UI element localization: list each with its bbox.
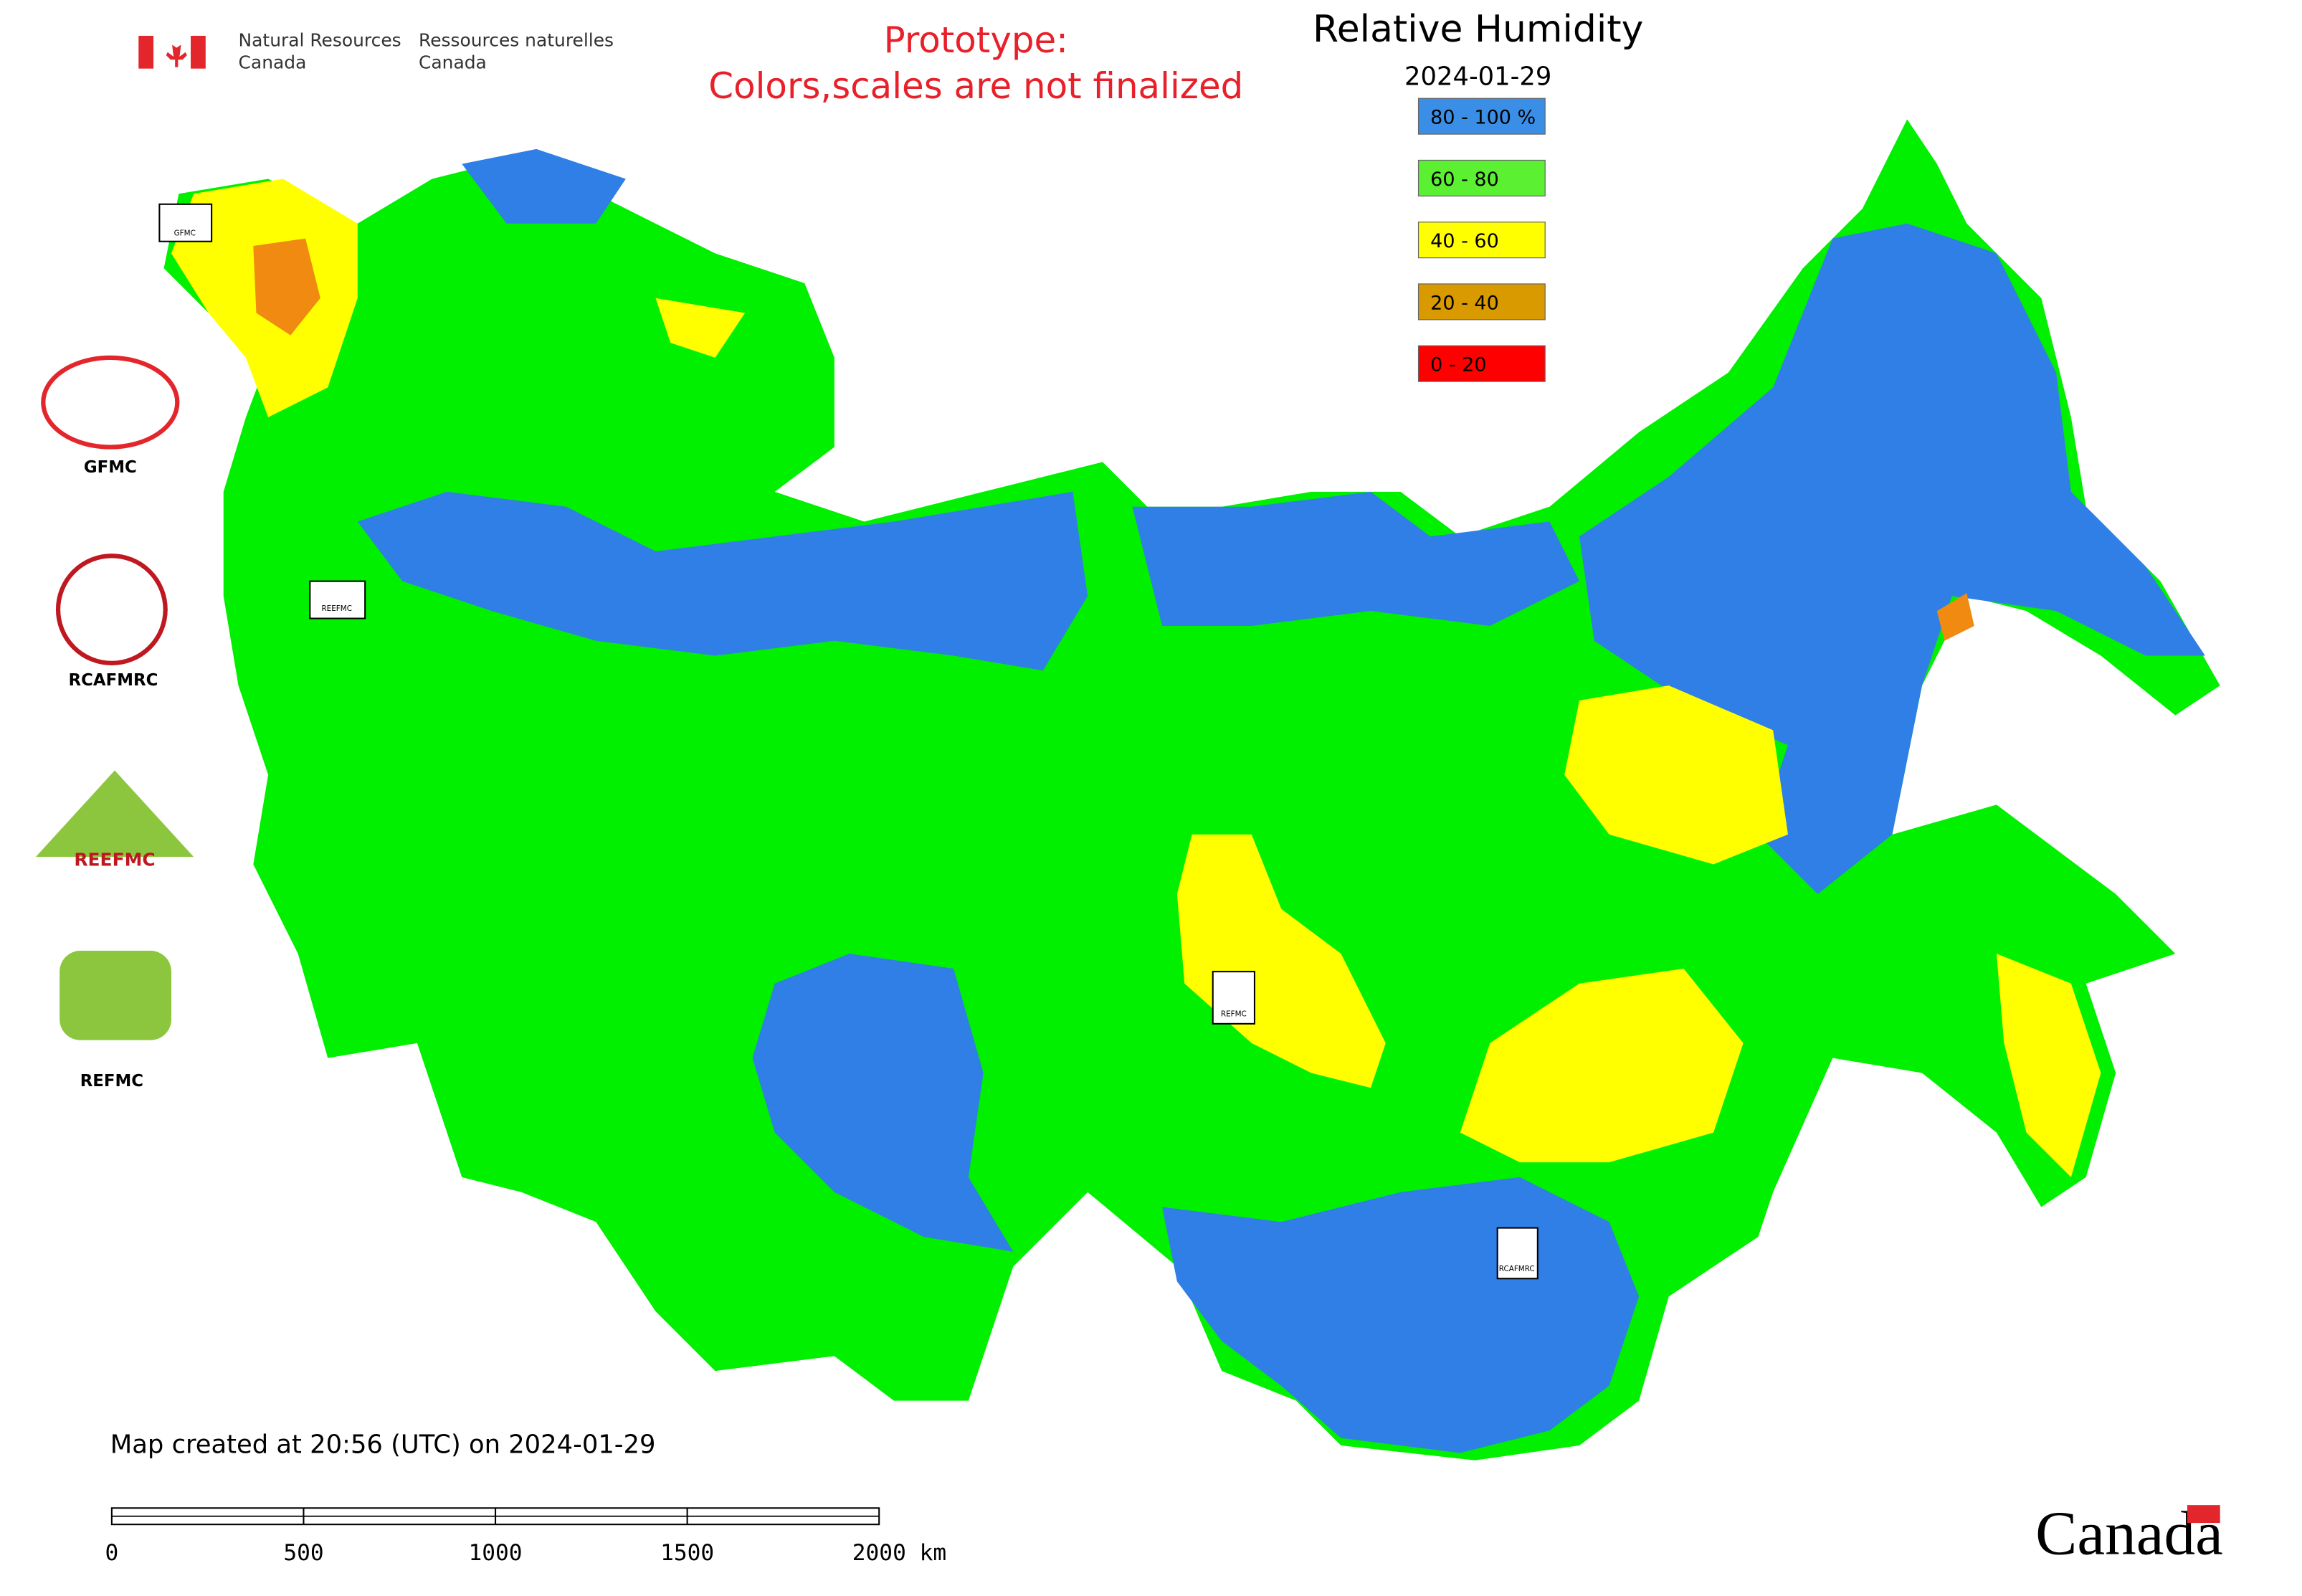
region-yellow [1460, 968, 1744, 1163]
logo-label: REFMC [80, 1072, 143, 1091]
marker [309, 580, 366, 619]
logo-label: REEFMC [74, 850, 155, 870]
region-yellow [655, 298, 746, 358]
scale-bar: 0 500 1000 1500 2000 km [105, 1507, 946, 1566]
region-yellow [1996, 954, 2101, 1177]
marker [158, 203, 213, 242]
marker [1212, 971, 1255, 1025]
marker [1496, 1227, 1538, 1280]
region-blue [752, 954, 1014, 1252]
region-blue [357, 491, 1088, 671]
legend-label: 0 - 20 [1430, 354, 1486, 376]
scale-label: 500 [283, 1540, 323, 1566]
map-title: Relative Humidity [1313, 8, 1643, 51]
logo-label: GFMC [84, 458, 137, 477]
legend-swatch [1417, 345, 1546, 382]
marker-label: REEFMC [321, 604, 351, 613]
map-date: 2024-01-29 [1404, 62, 1551, 92]
legend: 80 - 100 % 60 - 80 40 - 60 20 - 40 0 - 20 [1417, 98, 1546, 382]
region-blue [1579, 223, 2205, 895]
map-markers: GFMC REEFMC REFMC RCAFMRC [158, 203, 1538, 1280]
region-orange [253, 238, 320, 336]
logo-refmc [60, 951, 172, 1040]
flag-bar [138, 35, 154, 69]
agency-name-fr: Ressources naturelles [419, 29, 614, 50]
agency-name-en: Natural Resources [239, 29, 401, 50]
legend-label: 60 - 80 [1430, 168, 1499, 191]
flag-bar [191, 35, 206, 69]
region-orange [1936, 593, 1974, 641]
logo-rcafmrc [55, 554, 168, 666]
logo-label: RCAFMRC [69, 671, 158, 690]
humidity-map [163, 119, 2220, 1460]
marker-label: RCAFMRC [1499, 1265, 1535, 1273]
partner-logos: GFMC RCAFMRC REEFMC REFMC [35, 355, 194, 1091]
legend-swatch [1417, 283, 1546, 320]
government-header: Natural Resources Canada Ressources natu… [138, 29, 614, 73]
logo-reefmc [35, 770, 194, 858]
region-blue [462, 148, 626, 224]
legend-label: 80 - 100 % [1430, 107, 1536, 129]
maple-leaf [166, 39, 187, 67]
legend-swatch [1417, 159, 1546, 196]
agency-name-en: Canada [239, 52, 307, 73]
creation-note: Map created at 20:56 (UTC) on 2024-01-29 [110, 1430, 656, 1459]
prototype-notice: Colors,scales are not finalized [708, 65, 1243, 107]
legend-label: 40 - 60 [1430, 230, 1499, 252]
scale-label: 0 [105, 1540, 118, 1566]
region-blue [1162, 1177, 1640, 1453]
region-yellow [1564, 685, 1788, 865]
agency-name-fr: Canada [419, 52, 487, 73]
marker-label: REFMC [1221, 1010, 1247, 1018]
region-yellow [1176, 834, 1386, 1088]
legend-swatch [1417, 222, 1546, 259]
scale-label: 1000 [469, 1540, 523, 1566]
legend-label: 20 - 40 [1430, 292, 1499, 314]
wordmark-flag [2187, 1505, 2220, 1524]
legend-swatch [1417, 98, 1546, 135]
marker-label: GFMC [174, 229, 196, 237]
region-blue [1132, 491, 1580, 626]
scale-label: 1500 [660, 1540, 714, 1566]
scale-label: 2000 km [852, 1540, 946, 1566]
prototype-notice: Prototype: [884, 19, 1068, 61]
logo-gfmc [41, 355, 180, 450]
